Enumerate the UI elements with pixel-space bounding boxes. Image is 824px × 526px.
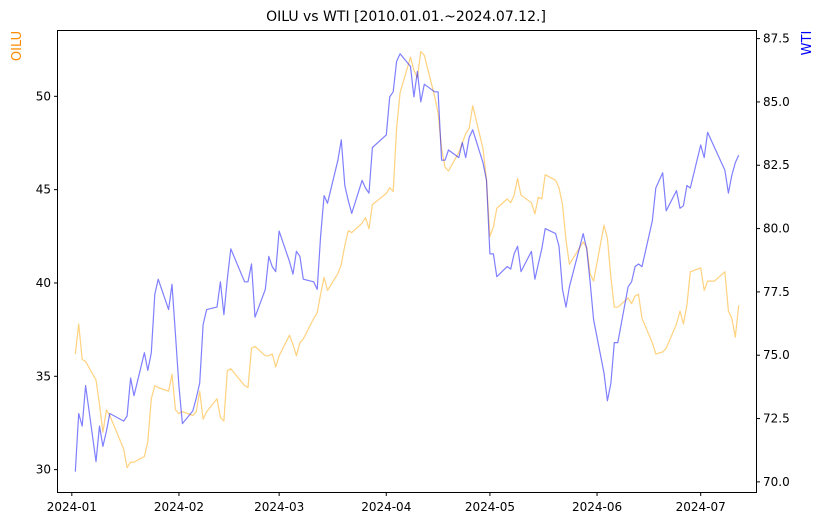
left-tick-label: 45 xyxy=(36,183,51,197)
x-axis: 2024-01 2024-02 2024-03 2024-04 2024-05 2024-… xyxy=(47,492,726,514)
right-tick-label: 72.5 xyxy=(763,412,790,426)
right-tick-label: 80.0 xyxy=(763,222,790,236)
left-tick-label: 40 xyxy=(36,276,51,290)
right-tick-label: 70.0 xyxy=(763,475,790,489)
left-axis-label: OILU xyxy=(10,31,25,61)
oilu-series-line xyxy=(74,50,740,469)
right-axis-label: WTI xyxy=(800,31,815,56)
wti-series-line xyxy=(74,53,740,472)
right-tick-label: 75.0 xyxy=(763,348,790,362)
x-tick-label: 2024-05 xyxy=(465,500,515,514)
right-tick-label: 82.5 xyxy=(763,158,790,172)
right-tick-label: 85.0 xyxy=(763,95,790,109)
left-tick-label: 35 xyxy=(36,369,51,383)
x-tick-label: 2024-03 xyxy=(254,500,304,514)
left-tick-label: 50 xyxy=(36,89,51,103)
left-y-axis: 30 35 40 45 50 xyxy=(36,89,58,477)
x-tick-label: 2024-06 xyxy=(572,500,622,514)
plot-area xyxy=(74,50,740,472)
x-tick-label: 2024-02 xyxy=(154,500,204,514)
right-tick-label: 87.5 xyxy=(763,32,790,46)
plot-frame xyxy=(57,30,757,493)
chart-title: OILU vs WTI [2010.01.01.~2024.07.12.] xyxy=(266,9,546,25)
left-tick-label: 30 xyxy=(36,463,51,477)
x-tick-label: 2024-01 xyxy=(47,500,97,514)
x-tick-label: 2024-04 xyxy=(361,500,411,514)
x-tick-label: 2024-07 xyxy=(676,500,726,514)
right-tick-label: 77.5 xyxy=(763,285,790,299)
right-y-axis: 70.0 72.5 75.0 77.5 80.0 82.5 85.0 87.5 xyxy=(756,32,790,489)
